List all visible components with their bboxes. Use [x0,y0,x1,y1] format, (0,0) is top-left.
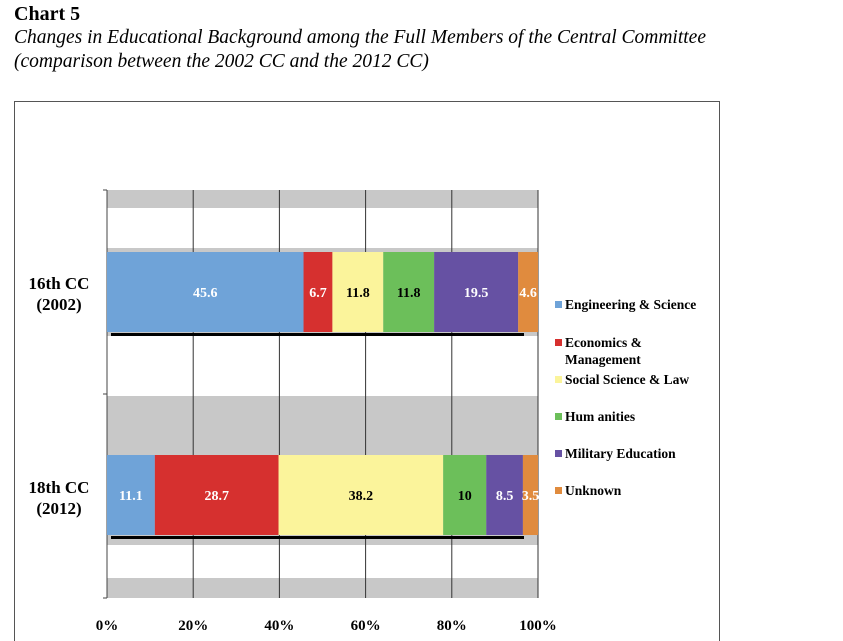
bar-segment-1-5 [522,455,538,535]
x-tick-label-1: 20% [178,618,208,634]
bar-segment-1-3 [443,455,487,535]
x-tick-label-0: 0% [96,618,119,634]
bar-segment-0-2 [332,252,384,332]
legend-swatch [555,301,562,308]
legend-label: Economics & Management [565,335,642,367]
x-tick-label-2: 40% [264,618,294,634]
chart-number: Chart 5 [14,3,81,25]
category-label-line2: (2002) [36,295,82,314]
category-label-line1: 16th CC [28,274,90,293]
legend-label: Military Education [565,446,676,461]
legend-item-2: Social Science & Law [555,371,689,388]
legend-swatch [555,487,562,494]
data-label-0-0: 45.6 [193,286,218,301]
bar-segment-0-0 [107,252,304,332]
legend-label: Unknown [565,483,622,498]
bar-segment-0-3 [383,252,435,332]
data-label-1-0: 11.1 [119,489,143,504]
data-label-0-5: 4.6 [519,286,537,301]
plot-band-1 [107,336,538,396]
data-label-0-4: 19.5 [464,286,489,301]
bar-segment-1-2 [278,455,444,535]
legend-swatch [555,413,562,420]
category-label-line2: (2012) [36,499,82,518]
data-label-0-2: 11.8 [346,286,370,301]
legend-item-1: Economics & Management [555,334,642,368]
legend-label: Engineering & Science [565,297,697,312]
x-tick-label-4: 80% [437,618,467,634]
chart-frame [14,101,720,641]
bar-segment-1-0 [107,455,155,535]
data-label-0-3: 11.8 [397,286,421,301]
chart-title-line1: Changes in Educational Background among … [14,27,706,48]
legend-label: Social Science & Law [565,372,690,387]
legend-item-0: Engineering & Science [555,296,696,313]
legend-swatch [555,339,562,346]
legend-label: Hum anities [565,409,636,424]
bar-segment-0-1 [303,252,333,332]
category-label-line1: 18th CC [28,478,90,497]
plot-band-0 [107,208,538,248]
plot-band-2 [107,545,538,578]
category-label-1: 18th CC (2012) [14,477,104,519]
category-label-0: 16th CC (2002) [14,273,104,315]
bar-segment-1-1 [154,455,279,535]
bar-segment-0-5 [518,252,538,332]
data-label-1-2: 38.2 [349,489,374,504]
data-label-1-5: 3.5 [522,489,540,504]
legend-item-3: Hum anities [555,408,635,425]
bar-segment-0-4 [434,252,519,332]
legend-item-4: Military Education [555,445,676,462]
data-label-0-1: 6.7 [309,286,327,301]
legend-swatch [555,376,562,383]
x-tick-label-3: 60% [351,618,381,634]
data-label-1-4: 8.5 [496,489,514,504]
legend-swatch [555,450,562,457]
data-label-1-1: 28.7 [204,489,229,504]
data-label-1-3: 10 [458,489,472,504]
chart-title-line2: (comparison between the 2002 CC and the … [14,51,429,72]
legend-item-5: Unknown [555,482,621,499]
x-tick-label-5: 100% [519,618,557,634]
bar-segment-1-4 [486,455,523,535]
chart-heading: Chart 5 Changes in Educational Backgroun… [14,2,706,74]
